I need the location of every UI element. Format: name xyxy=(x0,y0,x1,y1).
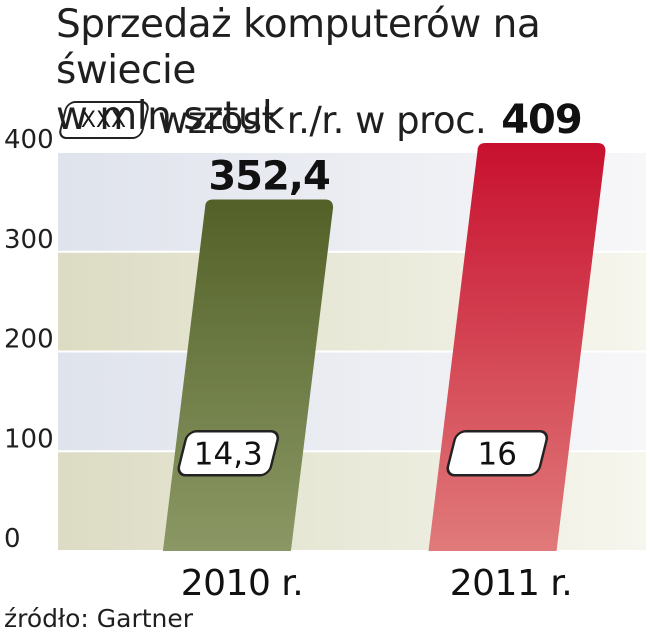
legend-text: wzrost r./r. w proc. xyxy=(158,98,487,142)
growth-badge-box xyxy=(446,430,549,477)
x-category-label: 2010 r. xyxy=(181,563,304,604)
growth-badge-box xyxy=(177,430,280,477)
growth-badge-label: 14,3 xyxy=(194,436,263,472)
chart-title: Sprzedaż komputerów na świecie w mln szt… xyxy=(56,2,636,140)
y-tick-label: 400 xyxy=(4,125,54,155)
y-tick-label: 0 xyxy=(4,524,21,554)
y-tick-label: 200 xyxy=(4,325,54,355)
chart-title-line1: Sprzedaż komputerów na świecie xyxy=(56,2,541,93)
growth-badge: 14,3 xyxy=(177,430,280,477)
x-category-label: 2011 r. xyxy=(450,563,573,604)
source-note: źródło: Gartner xyxy=(4,604,194,633)
growth-badge: 16 xyxy=(446,430,549,477)
chart-title-line2: w mln sztuk xyxy=(56,94,285,139)
bar-value-label: 409 xyxy=(501,97,582,143)
growth-badge-label: 16 xyxy=(478,436,517,472)
legend: XXX wzrost r./r. w proc. xyxy=(57,98,487,142)
y-tick-label: 300 xyxy=(4,225,54,255)
bar-value-label: 352,4 xyxy=(208,153,330,199)
y-tick-label: 100 xyxy=(4,424,54,454)
